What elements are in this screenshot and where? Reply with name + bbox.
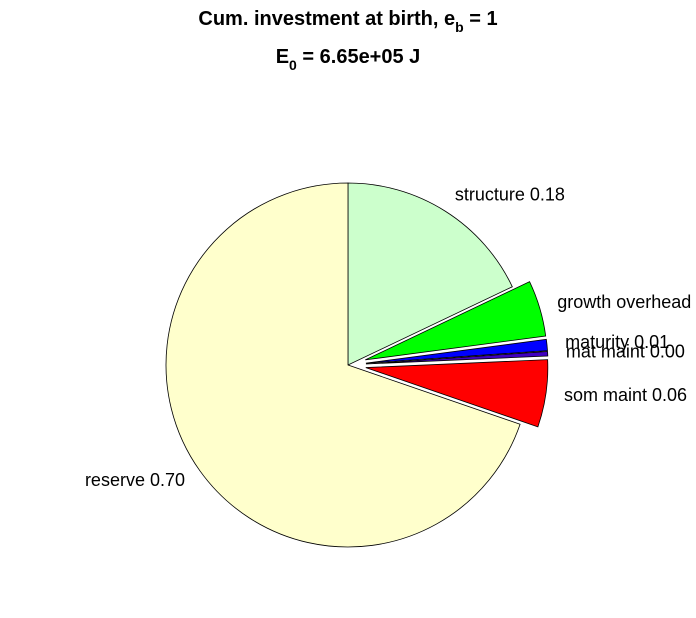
subtitle-text: E	[276, 46, 289, 68]
slice-label: reserve 0.70	[85, 470, 185, 490]
title-text: Cum. investment at birth, e	[198, 8, 455, 30]
slice-label: growth overhead 0.05	[557, 292, 696, 312]
chart-subtitle: E0 = 6.65e+05 J	[276, 46, 421, 72]
subtitle-sub: 0	[289, 57, 297, 73]
slice-label: som maint 0.06	[564, 385, 687, 405]
pie-slice	[347, 182, 513, 366]
pie-slice	[365, 281, 547, 361]
title-sub: b	[455, 19, 464, 35]
slice-label: mat maint 0.00	[566, 341, 685, 361]
pie-slice	[365, 338, 548, 364]
pie-slice	[365, 351, 549, 365]
slice-label: structure 0.18	[455, 184, 565, 204]
pie-slice	[165, 182, 521, 548]
subtitle-rest: = 6.65e+05 J	[297, 46, 420, 68]
slice-label: maturity 0.01	[565, 332, 669, 352]
chart-title: Cum. investment at birth, eb = 1	[198, 8, 497, 34]
pie-slice	[365, 359, 549, 428]
title-rest: = 1	[464, 8, 498, 30]
